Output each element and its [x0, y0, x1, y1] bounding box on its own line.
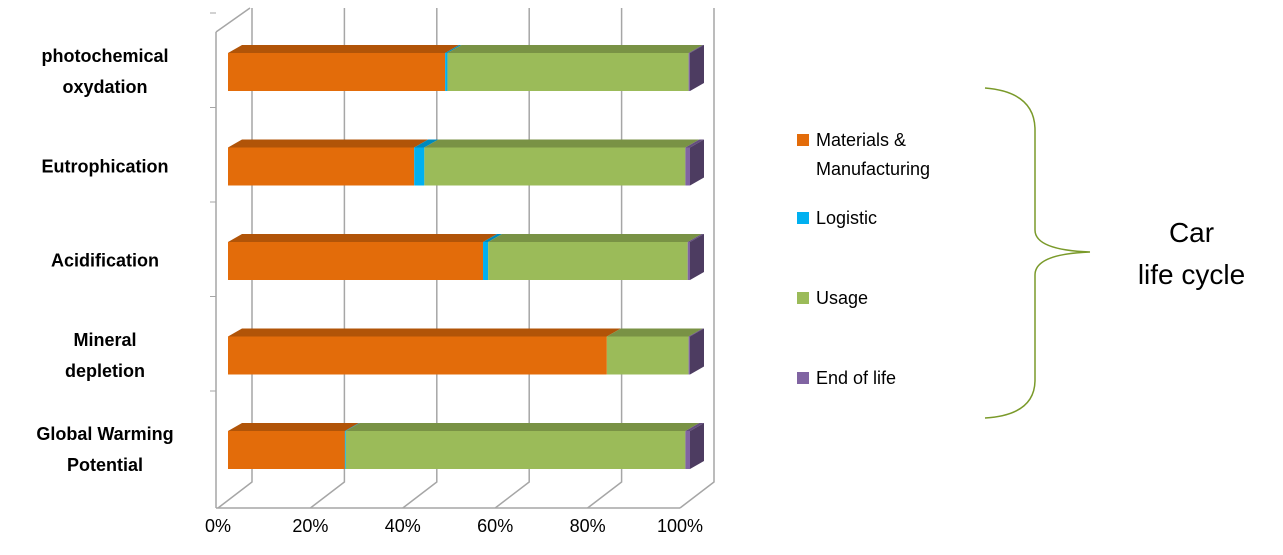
y-tick-label: Mineral depletion	[65, 329, 145, 381]
bar-front	[688, 336, 690, 375]
bar-front	[228, 336, 607, 375]
bar-segment	[688, 328, 704, 375]
legend-label: End of life	[816, 368, 897, 388]
bar-segment	[685, 139, 704, 186]
bar-side	[690, 328, 704, 375]
bar-segment	[344, 423, 360, 469]
bar-top	[685, 139, 704, 148]
bar-front	[688, 53, 690, 91]
x-tick-label: 20%	[292, 516, 329, 536]
legend-item: Logistic	[797, 204, 986, 233]
bar-front	[228, 242, 484, 280]
bar-top	[345, 423, 700, 431]
wall-edge	[215, 7, 251, 33]
x-tick-label: 40%	[384, 516, 421, 536]
bar-side	[690, 423, 704, 469]
bar-segment	[345, 423, 700, 469]
x-tick-label: 0%	[204, 516, 231, 536]
bar-segment	[606, 328, 703, 375]
legend-swatch	[797, 372, 809, 384]
legend-swatch	[797, 292, 809, 304]
x-tick-label: 100%	[656, 516, 704, 536]
bar-segment	[228, 328, 621, 375]
bar-front	[606, 336, 689, 375]
bar-top	[606, 328, 703, 337]
bar-top	[344, 423, 360, 431]
bar-top	[414, 139, 439, 148]
bar-front	[445, 53, 448, 91]
annotation: Car life cycle	[1137, 217, 1246, 290]
bar-top	[685, 423, 704, 431]
bar-top	[688, 45, 704, 53]
x-tick-label: 60%	[477, 516, 514, 536]
bar-segment	[228, 45, 460, 91]
y-tick-label: Global Warming Potential	[36, 424, 174, 475]
bar-segment	[483, 234, 503, 280]
bar-top	[687, 234, 704, 242]
bar-top	[424, 139, 700, 148]
bar-front	[687, 242, 690, 280]
bar-front	[685, 431, 690, 469]
bar-segment	[228, 423, 359, 469]
brace	[984, 87, 1091, 419]
bar-segment	[687, 234, 704, 280]
bar-front	[228, 431, 345, 469]
legend-item: End of life	[797, 364, 986, 393]
bar-segment	[228, 139, 429, 186]
bar-top	[483, 234, 503, 242]
bar-top	[228, 45, 460, 53]
bar-top	[228, 423, 359, 431]
bar-top	[228, 234, 498, 242]
bar-segment	[685, 423, 704, 469]
bar-front	[228, 147, 415, 186]
legend-swatch	[797, 212, 809, 224]
bar-top	[228, 139, 429, 148]
legend-item: Usage	[797, 284, 986, 313]
legend-label: Usage	[816, 288, 869, 308]
legend-label: Materials & Manufacturing	[816, 130, 931, 179]
bar-front	[685, 147, 690, 186]
bar-top	[228, 328, 621, 337]
legend-label: Logistic	[816, 208, 878, 228]
bar-side	[690, 139, 704, 186]
bar-segment	[447, 45, 703, 91]
bar-side	[690, 234, 704, 280]
bar-front	[447, 53, 689, 91]
bar-top	[445, 45, 462, 53]
bar-segment	[414, 139, 439, 186]
bar-top	[447, 45, 703, 53]
bar-segment	[424, 139, 700, 186]
bar-front	[345, 431, 686, 469]
y-tick-label: photochemical oxydation	[41, 46, 169, 97]
x-tick-label: 80%	[569, 516, 606, 536]
legend-swatch	[797, 134, 809, 146]
bar-side	[690, 45, 704, 91]
bar-segment	[488, 234, 702, 280]
bar-front	[483, 242, 489, 280]
legend-item: Materials & Manufacturing	[797, 126, 986, 184]
bar-front	[228, 53, 446, 91]
bar-top	[688, 328, 704, 337]
bar-front	[414, 147, 425, 186]
bar-segment	[228, 234, 498, 280]
grid-line	[679, 8, 715, 509]
y-tick-label: Acidification	[50, 250, 159, 271]
bar-front	[344, 431, 346, 469]
bar-segment	[688, 45, 704, 91]
bar-segment	[445, 45, 462, 91]
y-tick-label: Eutrophication	[41, 156, 169, 176]
bar-front	[424, 147, 686, 186]
bar-front	[488, 242, 688, 280]
bar-top	[488, 234, 702, 242]
